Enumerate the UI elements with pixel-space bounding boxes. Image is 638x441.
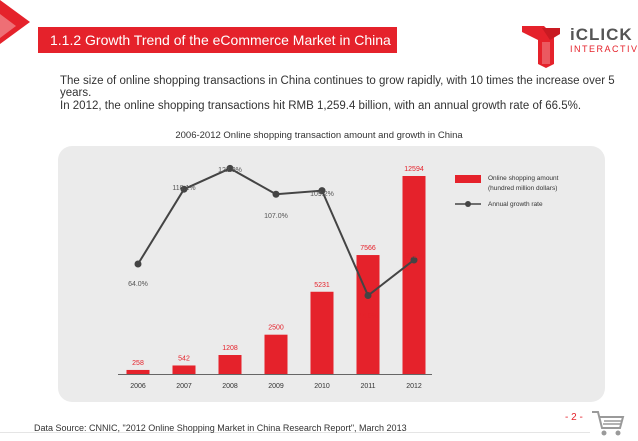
growth-label-2006: 64.0% [128,281,148,288]
growth-point-2007 [180,185,188,193]
bar-2008 [218,355,242,374]
bar-label-2011: 7566 [360,245,376,252]
growth-label-2011: 44.6% [358,313,378,320]
legend-line-marker [465,201,471,207]
x-tick-2012: 2012 [406,383,422,390]
data-source-footer: Data Source: CNNIC, "2012 Online Shoppin… [34,423,407,433]
legend-bar-unit: (hundred million dollars) [488,185,557,192]
x-tick-2010: 2010 [314,383,330,390]
x-tick-2011: 2011 [360,383,375,390]
legend-bar-swatch [455,175,481,183]
logo-wordmark: iCLICK [570,25,633,44]
chart-title: 2006-2012 Online shopping transaction am… [175,130,463,141]
growth-label-2010: 109.2% [310,191,334,198]
slide-title: 1.1.2 Growth Trend of the eCommerce Mark… [38,27,397,53]
growth-label-2008: 122.9% [218,167,242,174]
shopping-cart-icon [592,411,625,436]
x-tick-2009: 2009 [268,383,284,390]
x-tick-2008: 2008 [222,383,238,390]
corner-decoration [0,0,30,44]
page-number: - 2 - [565,412,583,423]
bar-label-2010: 5231 [314,282,330,289]
growth-label-2009: 107.0% [264,213,288,220]
legend-line-label: Annual growth rate [488,201,543,208]
bar-2012 [402,176,426,374]
legend-bar-label: Online shopping amount [488,175,559,182]
summary-paragraph-1: The size of online shopping transactions… [60,75,615,99]
x-tick-2007: 2007 [176,383,192,390]
iclick-logo-icon [522,26,560,68]
growth-point-2012 [410,256,418,264]
bar-label-2009: 2500 [268,325,284,332]
bar-label-2008: 1208 [222,345,238,352]
bar-label-2012: 12594 [404,166,424,173]
logo-subtitle: INTERACTIVE [570,44,638,54]
growth-point-2009 [272,190,280,198]
growth-point-2008 [226,164,234,172]
growth-point-2006 [134,260,142,268]
growth-point-2011 [364,292,372,300]
footer-divider [0,432,590,433]
growth-point-2010 [318,187,326,195]
growth-label-2012: 66.5% [404,253,424,260]
bar-2006 [126,369,150,374]
growth-label-2007: 110.1% [172,185,195,192]
bar-label-2006: 258 [132,360,144,367]
bar-2010 [310,291,334,374]
bar-2007 [172,365,196,374]
summary-paragraph-2: In 2012, the online shopping transaction… [60,100,582,112]
bar-label-2007: 542 [178,355,190,362]
bar-2009 [264,334,288,374]
x-tick-2006: 2006 [130,383,146,390]
